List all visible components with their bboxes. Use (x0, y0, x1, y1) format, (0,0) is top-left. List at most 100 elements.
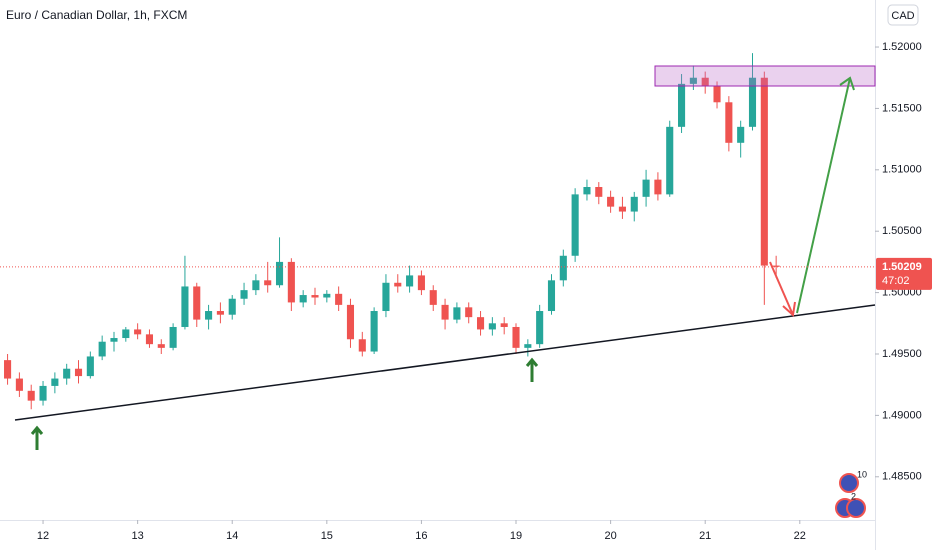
candle-body (559, 255, 567, 281)
x-tick-label: 21 (699, 530, 711, 542)
candle-body (607, 196, 615, 207)
candle-body (725, 102, 733, 143)
candle-body (453, 307, 461, 320)
green-arrow-head (839, 76, 855, 91)
candle-body (311, 295, 319, 298)
candle-body (15, 378, 23, 391)
x-tick-label: 14 (226, 530, 238, 542)
green-arrow-shaft (796, 77, 851, 314)
candle-body (216, 311, 224, 315)
trend-line (14, 304, 876, 421)
y-tick-label: 1.49500 (882, 348, 922, 360)
candle-body (394, 282, 402, 287)
candle-body (134, 329, 142, 335)
candle-body (169, 326, 177, 348)
candle-body (488, 323, 496, 330)
candle-body (630, 196, 638, 212)
candle-body (678, 83, 686, 127)
candle-body (571, 194, 579, 256)
y-tick-label: 1.49000 (882, 409, 922, 421)
candle-body (760, 77, 768, 266)
y-tick-label: 1.51000 (882, 164, 922, 176)
y-tick-label: 1.48500 (882, 471, 922, 483)
candle-body (547, 280, 556, 312)
chart-title: Euro / Canadian Dollar, 1h, FXCM (6, 8, 187, 22)
candle-body (27, 390, 35, 401)
x-tick-label: 16 (415, 530, 427, 542)
x-tick-label: 19 (510, 530, 522, 542)
candle-body (335, 293, 343, 305)
candles (4, 53, 780, 410)
candle-body (98, 341, 106, 357)
candle-body (713, 86, 721, 103)
currency-label[interactable]: CAD (891, 10, 914, 22)
candle-body (228, 298, 236, 315)
candle-body (74, 368, 83, 377)
candle-body (110, 338, 118, 342)
candle-body (264, 280, 272, 286)
x-tick-label: 22 (794, 530, 806, 542)
candle-body (346, 304, 355, 340)
candle-body (252, 280, 260, 291)
candle-body (240, 290, 248, 299)
x-tick-label: 20 (604, 530, 616, 542)
y-tick-label: 1.52000 (882, 41, 922, 53)
candle-body (193, 286, 201, 320)
candle-body (382, 282, 390, 312)
idea-badge[interactable] (839, 473, 859, 493)
candle-body (323, 293, 331, 298)
candle-body (583, 187, 591, 195)
candle-body (500, 323, 508, 327)
up-arrow (30, 425, 44, 450)
countdown-label: 47:02 (882, 275, 910, 287)
green-arrow (796, 76, 855, 314)
last-price-label: 1.50209 (882, 261, 922, 273)
candle-body (287, 261, 295, 303)
candle-body (701, 77, 709, 87)
candle-body (370, 311, 378, 352)
candle-body (748, 77, 757, 127)
candle-body (157, 344, 165, 348)
candle-body (476, 317, 485, 330)
candle-body (666, 126, 674, 195)
candle-body (417, 275, 425, 291)
candle-body (536, 311, 544, 345)
candle-body (145, 334, 154, 345)
up-arrow-head (525, 357, 539, 367)
candle-body (205, 311, 213, 320)
badge-count[interactable]: 10 (857, 469, 867, 479)
candle-body (618, 206, 626, 212)
candle-body (512, 326, 520, 348)
candle-body (4, 360, 12, 379)
candle-body (39, 385, 47, 401)
candle-body (299, 295, 307, 303)
candle-body (737, 126, 745, 143)
red-arrow-head (782, 301, 796, 317)
candle-body (772, 265, 780, 267)
red-arrow-shaft (769, 261, 794, 316)
candle-body (429, 290, 437, 305)
candle-body (51, 378, 59, 386)
candle-body (441, 304, 449, 320)
candle-body (358, 339, 366, 352)
red-arrow (769, 261, 796, 317)
up-arrow (525, 357, 539, 382)
candle-body (122, 329, 130, 339)
candle-body (642, 179, 650, 197)
up-arrow-head (30, 425, 44, 435)
x-tick-label: 15 (321, 530, 333, 542)
candle-body (654, 179, 662, 195)
y-tick-label: 1.50500 (882, 225, 922, 237)
idea-badge[interactable] (846, 498, 866, 518)
candle-body (86, 356, 94, 377)
candle-body (524, 344, 532, 348)
currency-button[interactable] (887, 4, 919, 26)
resistance-zone (654, 65, 876, 87)
candle-body (689, 77, 697, 84)
candle-body (595, 187, 603, 197)
x-tick-label: 13 (132, 530, 144, 542)
badge-count[interactable]: 2 (851, 491, 856, 501)
last-price-box (876, 257, 932, 290)
candle-body (406, 275, 414, 287)
y-tick-label: 1.51500 (882, 102, 922, 114)
